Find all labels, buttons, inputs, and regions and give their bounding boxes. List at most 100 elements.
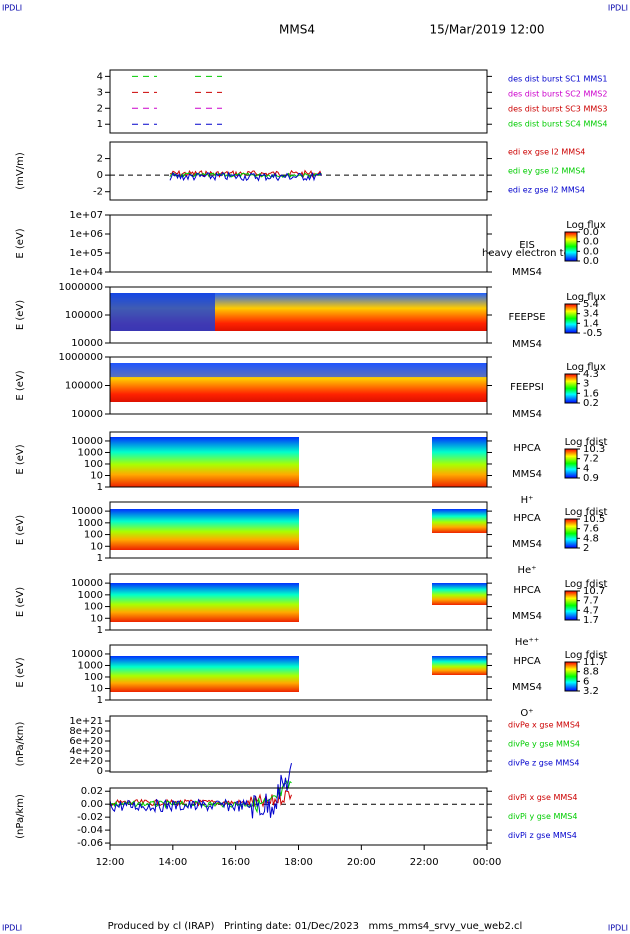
colorbar-tick-label: 10.7 <box>583 586 605 597</box>
colorbar-tick-label: -0.5 <box>583 328 603 339</box>
spectrogram <box>432 509 487 533</box>
panel-frame <box>109 644 488 701</box>
y-tick-label: 1e+05 <box>69 248 103 259</box>
colorbar-tick-label: 1.6 <box>583 388 599 399</box>
y-tick-label: 1 <box>97 482 103 493</box>
legend-entry: edi ez gse l2 MMS4 <box>508 186 585 195</box>
colorbar <box>564 231 578 262</box>
panel-label: He⁺⁺ <box>515 637 539 648</box>
panel-frame <box>109 787 488 846</box>
y-tick-label: -0.02 <box>77 812 103 823</box>
y-axis-label: E (eV) <box>15 657 26 687</box>
panel-frame <box>109 141 488 201</box>
colorbar <box>564 373 578 404</box>
panel-label: MMS4 <box>512 611 542 622</box>
trace <box>169 169 322 179</box>
panel-label: MMS4 <box>512 469 542 480</box>
corner: IPDLI <box>608 924 628 933</box>
panel-label: O⁺ <box>520 708 533 719</box>
colorbar-tick-label: 0.0 <box>583 237 599 248</box>
colorbar-tick-label: 7.6 <box>583 524 599 535</box>
y-tick-label: 0 <box>97 766 103 777</box>
colorbar-title: Log flux <box>566 362 606 373</box>
y-tick-label: -0.04 <box>77 825 103 836</box>
spectrogram-band <box>110 293 215 331</box>
y-tick-label: 2e+20 <box>69 756 103 767</box>
panel-label: MMS4 <box>512 409 542 420</box>
panel-label: MMS4 <box>512 682 542 693</box>
spectrogram <box>110 583 299 622</box>
y-tick-label: -2 <box>93 187 103 198</box>
spectrogram <box>110 437 299 487</box>
y-axis-label: (mV/m) <box>15 152 26 190</box>
x-tick-label: 14:00 <box>158 857 187 868</box>
colorbar-title: Log fdist <box>565 650 608 661</box>
colorbar-tick-label: 0.2 <box>583 398 599 409</box>
y-tick-label: 0.00 <box>81 799 103 810</box>
colorbar-tick-label: 1.7 <box>583 615 599 626</box>
y-tick-label: 1e+04 <box>69 267 103 278</box>
legend-entry: des dist burst SC2 MMS2 <box>508 90 607 99</box>
x-tick-label: 00:00 <box>473 857 502 868</box>
x-tick-label: 18:00 <box>284 857 313 868</box>
y-tick-label: 100 <box>84 602 103 613</box>
colorbar <box>564 448 578 479</box>
legend-entry: divPi x gse MMS4 <box>508 793 577 802</box>
x-tick-label: 12:00 <box>96 857 125 868</box>
colorbar-tick-label: 3.4 <box>583 309 599 320</box>
legend-entry: edi ey gse l2 MMS4 <box>508 167 586 176</box>
legend-entry: edi ex gse l2 MMS4 <box>508 148 585 157</box>
panel-label: HPCA <box>513 585 541 596</box>
spectrogram <box>432 583 487 605</box>
y-tick-label: 100000 <box>65 381 103 392</box>
colorbar-tick-label: 3.2 <box>583 686 599 697</box>
colorbar-tick-label: 0.0 <box>583 256 599 267</box>
colorbar-tick-label: 0.0 <box>583 246 599 257</box>
panel-label: FEEPSE <box>508 312 545 323</box>
y-tick-label: 10000 <box>71 338 103 349</box>
legend-entry: divPi z gse MMS4 <box>508 831 577 840</box>
y-tick-label: 8e+20 <box>69 726 103 737</box>
colorbar-tick-label: 8.8 <box>583 667 599 678</box>
colorbar-tick-label: 4.3 <box>583 369 599 380</box>
y-axis-label: E (eV) <box>15 370 26 400</box>
panel-label: FEEPSI <box>510 382 544 393</box>
colorbar-tick-label: 5.4 <box>583 299 599 310</box>
y-tick-label: 0.02 <box>81 786 103 797</box>
colorbar-title: Log flux <box>566 220 606 231</box>
y-tick-label: 100 <box>84 459 103 470</box>
panel-label: MMS4 <box>512 539 542 550</box>
colorbar-tick-label: 10.5 <box>583 514 605 525</box>
y-tick-label: 1e+07 <box>69 210 103 221</box>
colorbar-title: Log fdist <box>565 579 608 590</box>
y-tick-label: 6e+20 <box>69 736 103 747</box>
panel-label: H⁺ <box>521 495 534 506</box>
footer: Produced by cl (IRAP) Printing date: 01/… <box>108 921 523 932</box>
spectrogram-band <box>110 363 487 377</box>
colorbar-tick-label: 0.9 <box>583 473 599 484</box>
panel-frame <box>109 501 488 559</box>
panel-frame <box>109 715 488 773</box>
y-tick-label: 1000 <box>78 518 103 529</box>
y-tick-label: 1000 <box>78 660 103 671</box>
spectrogram <box>110 509 299 550</box>
y-tick-label: 1e+21 <box>69 716 103 727</box>
y-axis-label: E (eV) <box>15 515 26 545</box>
panel-label: MMS4 <box>512 339 542 350</box>
panel-label: HPCA <box>513 656 541 667</box>
y-tick-label: 1 <box>97 695 103 706</box>
y-tick-label: 1000000 <box>58 352 103 363</box>
title: MMS4 <box>279 23 315 37</box>
y-tick-label: 1 <box>97 119 103 130</box>
corner: IPDLI <box>2 4 22 13</box>
y-tick-label: -0.06 <box>77 838 103 849</box>
spectrogram <box>110 656 299 692</box>
corner: IPDLI <box>608 4 628 13</box>
legend-entry: des dist burst SC4 MMS4 <box>508 120 607 129</box>
y-axis-label: (nPa/km) <box>15 794 26 839</box>
y-tick-label: 10 <box>90 470 103 481</box>
y-tick-label: 2 <box>97 154 103 165</box>
y-tick-label: 100 <box>84 530 103 541</box>
x-tick-label: 20:00 <box>347 857 376 868</box>
